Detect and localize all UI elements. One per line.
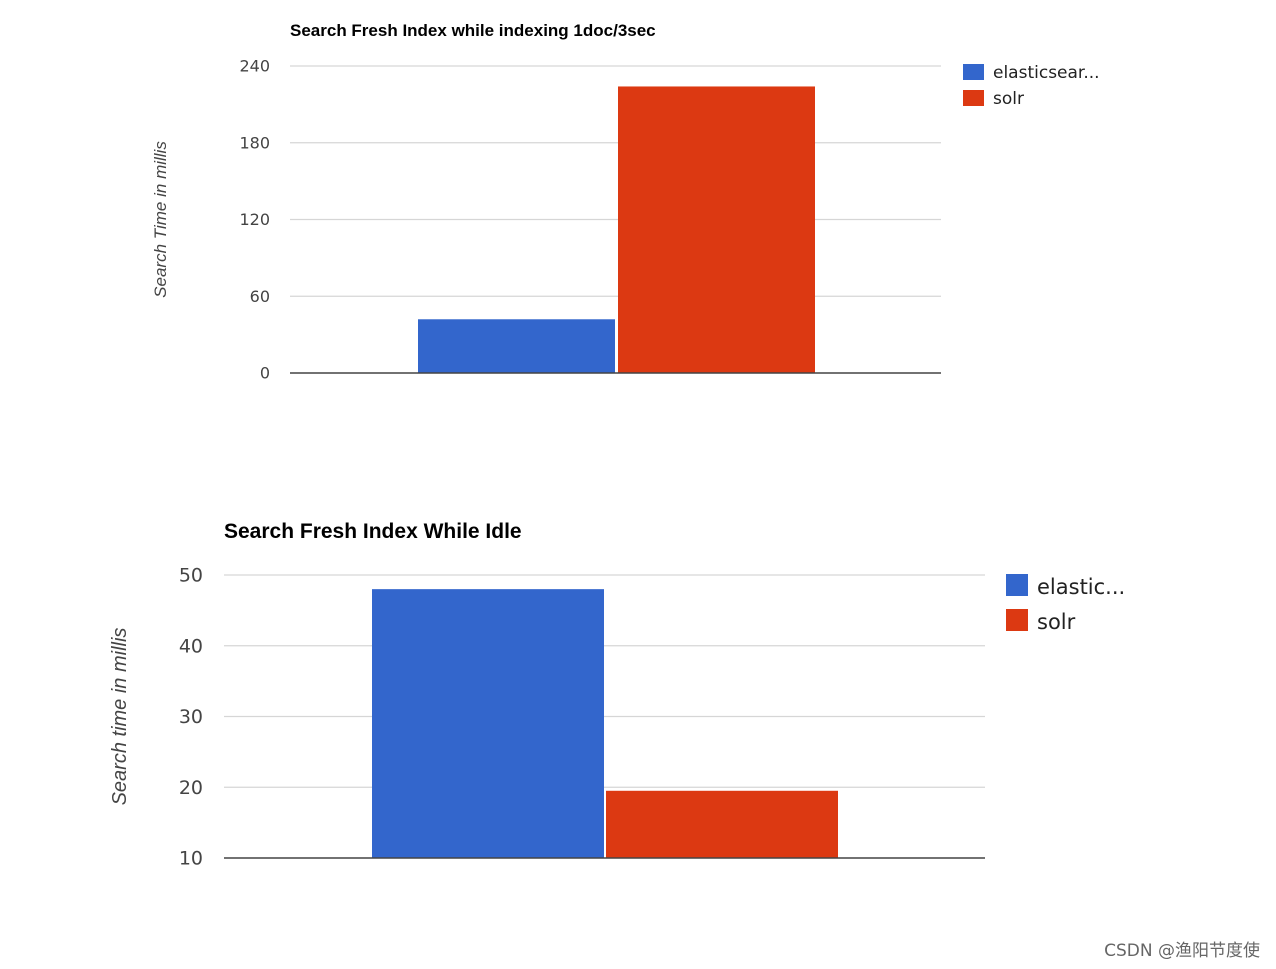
legend-label: elastic...	[1037, 575, 1125, 599]
bar-solr	[606, 790, 838, 858]
bar-solr	[618, 86, 815, 373]
y-tick-label: 120	[239, 210, 270, 229]
chart-title: Search Fresh Index while indexing 1doc/3…	[290, 21, 656, 40]
bar-elastic	[372, 589, 604, 858]
chart-search-while-indexing: Search Fresh Index while indexing 1doc/3…	[151, 21, 1100, 383]
legend-swatch	[963, 90, 984, 106]
y-tick-label: 30	[179, 706, 203, 728]
watermark-text: CSDN @渔阳节度使	[1104, 941, 1260, 961]
legend-label: elasticsear...	[993, 63, 1100, 83]
chart-search-while-idle: Search Fresh Index While Idle 10 20 30 40 50…	[109, 520, 1125, 870]
bar-elasticsear	[418, 319, 615, 373]
y-axis-label: Search time in millis	[109, 628, 131, 806]
y-axis-label: Search Time in millis	[151, 141, 170, 298]
legend-swatch	[1006, 574, 1028, 596]
y-tick-label: 10	[179, 848, 203, 870]
y-tick-label: 240	[239, 57, 270, 76]
y-tick-label: 180	[239, 133, 270, 152]
y-tick-label: 50	[179, 565, 203, 587]
y-tick-label: 60	[250, 287, 270, 306]
legend-label: solr	[1037, 610, 1076, 634]
y-tick-label: 0	[260, 364, 270, 383]
chart-title: Search Fresh Index While Idle	[224, 520, 522, 543]
legend-label: solr	[993, 89, 1024, 109]
y-tick-label: 40	[179, 635, 203, 657]
y-tick-label: 20	[179, 777, 203, 799]
legend-swatch	[963, 64, 984, 80]
legend-swatch	[1006, 609, 1028, 631]
